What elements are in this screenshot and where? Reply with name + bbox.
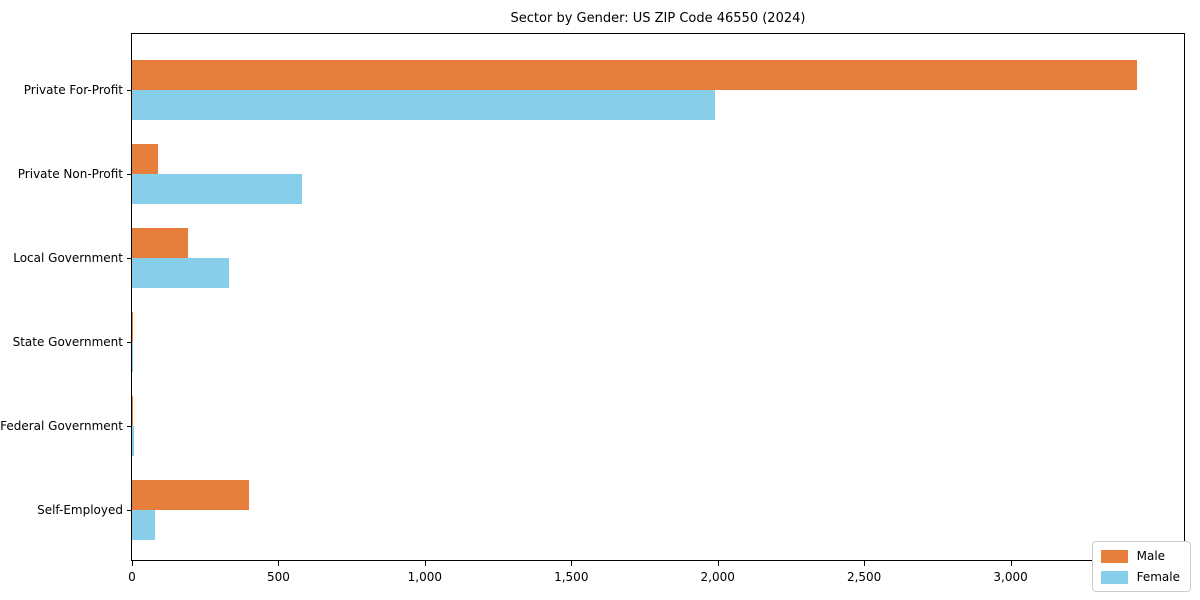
bar-female-self-employed bbox=[132, 510, 156, 540]
legend-label-female: Female bbox=[1136, 570, 1180, 584]
y-tick-mark bbox=[127, 174, 131, 175]
x-tick-label-500: 500 bbox=[266, 570, 290, 584]
legend-swatch-male bbox=[1100, 549, 1128, 563]
legend-entry-male: Male bbox=[1100, 549, 1180, 563]
x-tick-label-1500: 1,500 bbox=[554, 570, 589, 584]
x-tick-label-2000: 2,000 bbox=[700, 570, 735, 584]
bar-male-state-government bbox=[132, 312, 133, 342]
x-tick-label-0: 0 bbox=[128, 570, 136, 584]
x-tick-label-1000: 1,000 bbox=[407, 570, 443, 584]
bar-male-private-non-profit bbox=[132, 144, 159, 174]
legend-swatch-female bbox=[1100, 570, 1128, 584]
y-axis-label-local-government: Local Government bbox=[13, 251, 123, 265]
legend: Male Female bbox=[1091, 541, 1191, 592]
y-tick-mark bbox=[127, 90, 131, 91]
x-tick-mark bbox=[571, 561, 573, 566]
bar-female-state-government bbox=[132, 342, 134, 372]
y-axis-label-federal-government: Federal Government bbox=[0, 419, 123, 433]
bar-male-local-government bbox=[132, 228, 188, 258]
x-tick-label-3000: 3,000 bbox=[993, 570, 1028, 584]
x-tick-mark bbox=[717, 561, 719, 566]
x-tick-mark bbox=[278, 561, 280, 566]
y-tick-mark bbox=[127, 510, 131, 511]
chart-title: Sector by Gender: US ZIP Code 46550 (202… bbox=[510, 11, 806, 26]
x-tick-mark bbox=[132, 561, 133, 566]
bar-male-self-employed bbox=[132, 480, 250, 510]
bar-female-federal-government bbox=[132, 426, 135, 456]
bar-female-private-for-profit bbox=[132, 90, 715, 120]
bar-male-private-for-profit bbox=[132, 60, 1137, 90]
y-axis-label-state-government: State Government bbox=[12, 335, 123, 349]
y-tick-mark bbox=[127, 426, 131, 427]
x-tick-label-2500: 2,500 bbox=[846, 570, 882, 584]
x-tick-mark bbox=[1010, 561, 1012, 566]
y-tick-mark bbox=[127, 258, 131, 259]
bar-female-private-non-profit bbox=[132, 174, 302, 204]
y-axis-label-private-for-profit: Private For-Profit bbox=[23, 83, 123, 97]
legend-label-male: Male bbox=[1136, 549, 1166, 563]
y-axis-label-private-non-profit: Private Non-Profit bbox=[17, 167, 123, 181]
x-tick-mark bbox=[424, 561, 426, 566]
plot-area: Private For-Profit Private Non-Profit Loca… bbox=[0, 33, 1185, 584]
bar-female-local-government bbox=[132, 258, 229, 288]
legend-entry-female: Female bbox=[1100, 570, 1180, 584]
bar-male-federal-government bbox=[132, 396, 133, 426]
y-axis-label-self-employed: Self-Employed bbox=[37, 503, 123, 517]
x-tick-mark bbox=[864, 561, 866, 566]
y-tick-mark bbox=[127, 342, 131, 343]
